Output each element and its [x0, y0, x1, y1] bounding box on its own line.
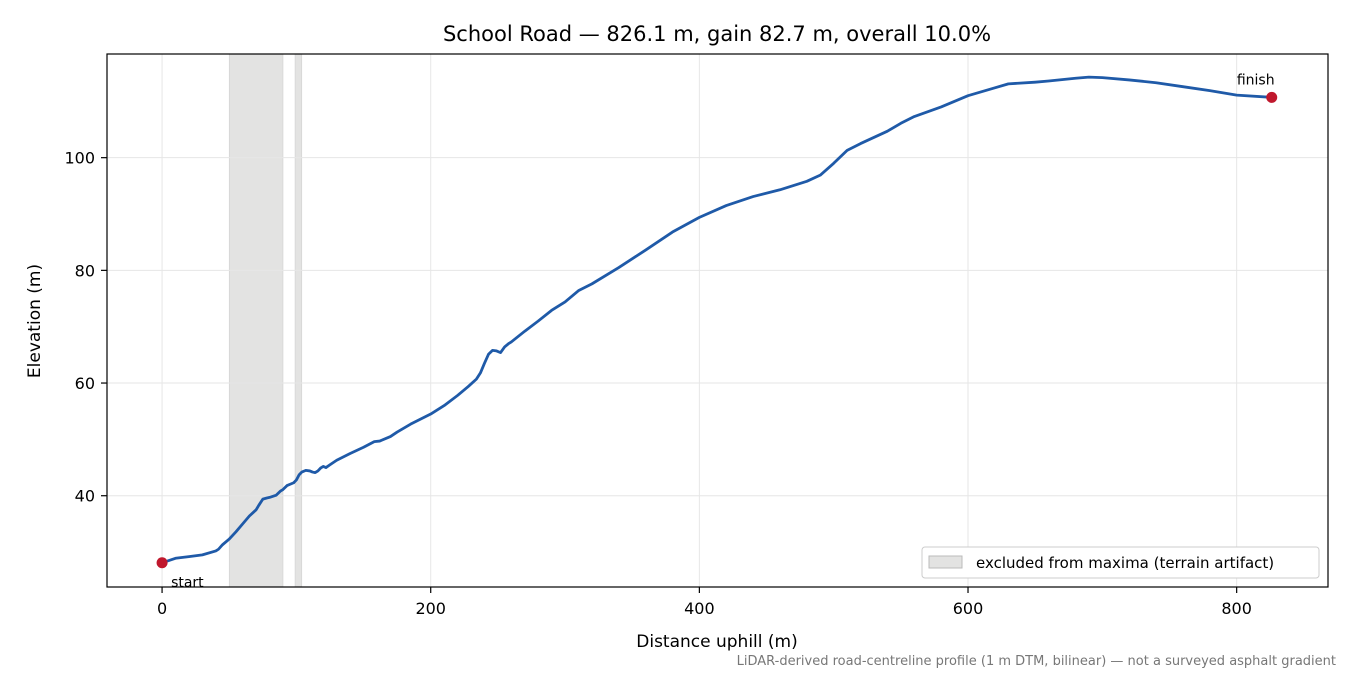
y-tick-label-0: 40: [75, 487, 95, 506]
plot-frame: [106, 53, 1329, 588]
x-tick-label-2: 400: [684, 599, 715, 618]
x-tick-label-3: 600: [953, 599, 984, 618]
start-label: start: [171, 575, 204, 591]
plot-area: start finish 0 200 400 600 800 40 60 80 100: [64, 53, 1329, 618]
excluded-band-0: [228, 53, 284, 588]
series-line-0: [160, 75, 1274, 565]
finish-label: finish: [1237, 72, 1275, 88]
legend-swatch: [928, 555, 963, 569]
y-tick-label-3: 100: [64, 149, 95, 168]
footnote: LiDAR-derived road-centreline profile (1…: [737, 654, 1336, 669]
y-tick-label-1: 60: [75, 374, 95, 393]
x-tick-label-0: 0: [157, 599, 167, 618]
x-tick-label-4: 800: [1221, 599, 1252, 618]
start-marker: [156, 557, 168, 569]
excluded-band-1: [294, 53, 303, 588]
chart-title: School Road — 826.1 m, gain 82.7 m, over…: [443, 22, 991, 46]
x-tick-label-1: 200: [415, 599, 446, 618]
x-axis-title: Distance uphill (m): [636, 632, 797, 652]
legend-frame: [921, 546, 1320, 579]
legend-label: excluded from maxima (terrain artifact): [976, 554, 1274, 572]
finish-marker: [1266, 91, 1278, 103]
legend: excluded from maxima (terrain artifact): [921, 546, 1320, 579]
y-tick-label-2: 80: [75, 261, 95, 280]
y-axis-title: Elevation (m): [25, 264, 45, 378]
